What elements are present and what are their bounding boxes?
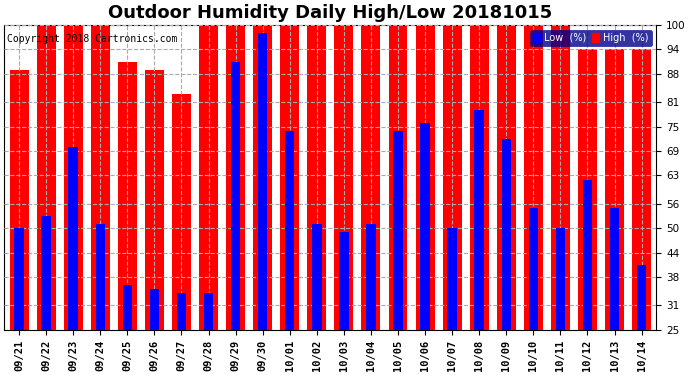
Bar xyxy=(551,25,570,330)
Bar xyxy=(150,289,159,330)
Bar xyxy=(447,228,457,330)
Bar xyxy=(37,25,56,330)
Bar xyxy=(285,131,295,330)
Bar xyxy=(68,147,78,330)
Bar xyxy=(578,50,597,330)
Bar xyxy=(415,25,435,330)
Bar xyxy=(91,25,110,330)
Bar xyxy=(199,25,218,330)
Bar xyxy=(502,139,511,330)
Bar xyxy=(226,25,245,330)
Bar xyxy=(366,224,375,330)
Bar xyxy=(339,232,348,330)
Bar xyxy=(393,131,403,330)
Bar xyxy=(388,25,408,330)
Bar xyxy=(555,228,565,330)
Text: Copyright 2018 Cartronics.com: Copyright 2018 Cartronics.com xyxy=(8,34,178,44)
Bar xyxy=(307,25,326,330)
Bar xyxy=(253,25,272,330)
Title: Outdoor Humidity Daily High/Low 20181015: Outdoor Humidity Daily High/Low 20181015 xyxy=(108,4,553,22)
Bar xyxy=(610,208,619,330)
Bar xyxy=(475,111,484,330)
Bar xyxy=(258,33,268,330)
Bar xyxy=(362,25,380,330)
Bar xyxy=(231,62,240,330)
Bar xyxy=(632,50,651,330)
Bar xyxy=(420,123,430,330)
Bar xyxy=(280,25,299,330)
Bar xyxy=(14,228,23,330)
Bar xyxy=(583,180,592,330)
Legend: Low  (%), High  (%): Low (%), High (%) xyxy=(530,30,651,46)
Bar xyxy=(41,216,51,330)
Bar xyxy=(63,25,83,330)
Bar xyxy=(605,50,624,330)
Bar xyxy=(470,25,489,330)
Bar xyxy=(172,94,191,330)
Bar xyxy=(10,70,28,330)
Bar xyxy=(118,62,137,330)
Bar xyxy=(335,25,353,330)
Bar xyxy=(637,265,647,330)
Bar xyxy=(497,25,515,330)
Bar xyxy=(524,25,543,330)
Bar xyxy=(177,293,186,330)
Bar xyxy=(123,285,132,330)
Bar xyxy=(312,224,322,330)
Bar xyxy=(145,70,164,330)
Bar xyxy=(204,293,213,330)
Bar xyxy=(443,25,462,330)
Bar xyxy=(95,224,105,330)
Bar xyxy=(529,208,538,330)
